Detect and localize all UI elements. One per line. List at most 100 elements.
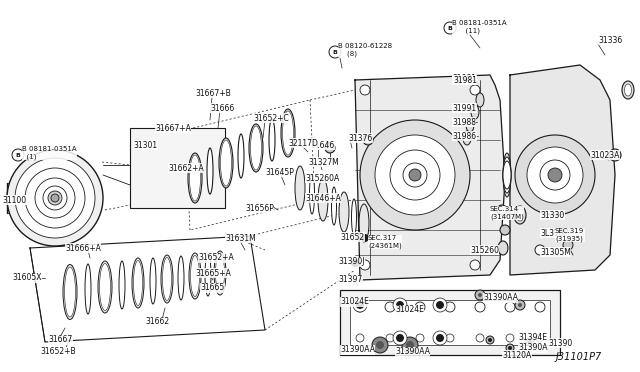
Text: 31986: 31986 [452,131,476,141]
Circle shape [528,340,532,344]
Circle shape [535,245,545,255]
Circle shape [475,290,485,300]
Text: 31667+A: 31667+A [155,124,191,132]
Circle shape [540,160,570,190]
Polygon shape [510,65,615,275]
Text: 31667+B: 31667+B [195,89,231,97]
Circle shape [548,168,562,182]
Text: B 08181-0351A
  (1): B 08181-0351A (1) [22,146,77,160]
Circle shape [436,334,444,342]
Circle shape [488,338,492,342]
Circle shape [416,334,424,342]
Bar [130,128,225,208]
Circle shape [508,346,512,350]
Text: B: B [333,49,337,55]
Ellipse shape [471,105,479,119]
Text: 31665: 31665 [200,283,224,292]
Text: 31390J: 31390J [338,257,365,266]
Circle shape [35,178,75,218]
Circle shape [325,143,335,153]
Bar [340,290,560,355]
Text: B 08120-61228
    (8): B 08120-61228 (8) [338,43,392,57]
Circle shape [393,298,407,312]
Circle shape [12,149,24,161]
Circle shape [506,334,514,342]
Ellipse shape [188,153,202,203]
Ellipse shape [476,93,484,107]
Ellipse shape [295,166,305,210]
Ellipse shape [134,260,143,305]
Ellipse shape [207,148,213,194]
Text: 31100: 31100 [2,196,26,205]
Circle shape [25,168,85,228]
Ellipse shape [269,119,275,161]
Text: 32117D: 32117D [288,138,318,148]
Circle shape [409,169,421,181]
Text: 31656P: 31656P [245,203,274,212]
Ellipse shape [238,134,244,178]
Ellipse shape [163,257,172,301]
Text: 31390: 31390 [548,339,572,347]
Circle shape [470,260,480,270]
Circle shape [515,300,525,310]
Circle shape [475,302,485,312]
Circle shape [356,334,364,342]
Ellipse shape [191,256,200,296]
Circle shape [415,302,425,312]
Circle shape [505,302,515,312]
Text: 31666+A: 31666+A [65,244,101,253]
Text: SEC.314
(31407M): SEC.314 (31407M) [490,206,524,220]
Ellipse shape [310,174,314,214]
Ellipse shape [150,258,156,304]
Circle shape [386,334,394,342]
Text: 31305M: 31305M [540,247,571,257]
Text: 31646: 31646 [310,141,334,150]
Ellipse shape [503,157,511,193]
Circle shape [43,186,67,210]
Ellipse shape [98,261,112,313]
Text: J31101P7: J31101P7 [556,352,602,362]
Ellipse shape [498,241,508,255]
Ellipse shape [351,199,356,235]
Text: 31646+A: 31646+A [305,193,341,202]
Circle shape [402,337,418,353]
Text: 31605X: 31605X [12,273,42,282]
Text: 31652+B: 31652+B [40,347,76,356]
Ellipse shape [622,81,634,99]
Ellipse shape [503,153,511,197]
Text: 31652+A: 31652+A [198,253,234,263]
Circle shape [500,225,510,235]
Text: 31631M: 31631M [225,234,256,243]
Text: 31662: 31662 [145,317,169,327]
Circle shape [436,301,444,309]
Ellipse shape [503,161,511,189]
Text: 31376: 31376 [348,134,372,142]
Circle shape [329,46,341,58]
Ellipse shape [249,124,263,172]
Ellipse shape [65,267,76,317]
Circle shape [506,344,514,352]
Circle shape [360,260,370,270]
Text: 31327M: 31327M [308,157,339,167]
Ellipse shape [332,187,337,225]
Text: 31662+A: 31662+A [168,164,204,173]
Text: 31981: 31981 [453,76,477,84]
Text: 31023A: 31023A [590,151,620,160]
Ellipse shape [189,253,201,299]
Circle shape [353,298,367,312]
Ellipse shape [189,155,200,201]
Bar [350,300,550,345]
Circle shape [563,240,573,250]
Text: 31981: 31981 [452,76,476,84]
Text: 3L310P: 3L310P [540,228,568,237]
Circle shape [355,302,365,312]
Text: SEC.317
(24361M): SEC.317 (24361M) [368,235,402,249]
Circle shape [515,135,595,215]
Circle shape [360,120,470,230]
Ellipse shape [282,111,294,155]
Circle shape [403,163,427,187]
Circle shape [393,331,407,345]
Circle shape [478,293,482,297]
Circle shape [406,341,414,349]
Ellipse shape [466,118,474,132]
